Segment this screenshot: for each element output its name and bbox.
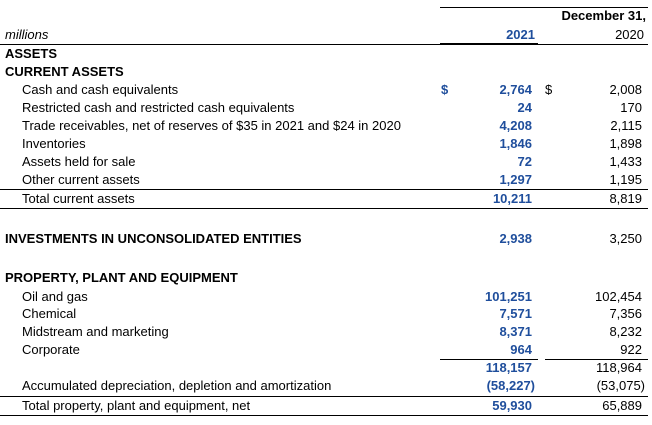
value-2021: 2,764 (499, 82, 532, 97)
row-label: Trade receivables, net of reserves of $3… (22, 118, 401, 133)
section-investments: INVESTMENTS IN UNCONSOLIDATED ENTITIES (5, 231, 302, 246)
value-2020: 118,964 (595, 360, 642, 375)
value-2020: 3,250 (609, 231, 642, 246)
row-label: Assets held for sale (22, 154, 136, 169)
header-rule (0, 44, 648, 45)
value-2021: 118,157 (485, 360, 532, 375)
value-2020: (53,075) (596, 378, 645, 393)
ppe-total-rule (0, 415, 648, 416)
top-rule (440, 7, 648, 8)
ppe-net-rule (0, 396, 648, 397)
section-ppe: PROPERTY, PLANT AND EQUIPMENT (5, 270, 238, 285)
value-2021: (58,227) (486, 378, 535, 393)
value-2021: 964 (510, 342, 532, 357)
value-2020: 2,008 (609, 82, 642, 97)
row-label: Chemical (22, 306, 77, 321)
value-2020: 922 (620, 342, 642, 357)
row-label: Oil and gas (22, 289, 88, 304)
value-2021: 72 (517, 154, 532, 169)
value-2021: 1,297 (499, 172, 532, 187)
value-2020: 102,454 (595, 289, 642, 304)
row-label: Accumulated depreciation, depletion and … (22, 378, 332, 393)
value-2021: 8,371 (499, 324, 532, 339)
row-label: Total property, plant and equipment, net (22, 398, 251, 413)
value-2021: 101,251 (485, 289, 532, 304)
row-label: Other current assets (22, 172, 140, 187)
value-2020: 1,195 (609, 172, 642, 187)
currency-2020: $ (545, 82, 553, 97)
value-2021: 7,571 (499, 306, 532, 321)
ppe-subtotal-rule-2020 (545, 359, 648, 360)
col-header-2021: 2021 (506, 27, 535, 42)
value-2020: 1,898 (609, 136, 642, 151)
value-2020: 170 (620, 100, 642, 115)
subtotal-rule (0, 189, 648, 190)
value-2021: 24 (517, 100, 532, 115)
value-2021: 1,846 (499, 136, 532, 151)
currency-2021: $ (441, 82, 449, 97)
value-2021: 59,930 (492, 398, 532, 413)
header-rule-2021 (440, 43, 538, 44)
total-rule (0, 208, 648, 209)
ppe-subtotal-rule-2021 (440, 359, 538, 360)
section-assets: ASSETS (5, 46, 58, 61)
value-2021: 2,938 (499, 231, 532, 246)
value-2020: 2,115 (610, 118, 642, 133)
units-label: millions (5, 27, 49, 42)
row-label: Cash and cash equivalents (22, 82, 179, 97)
value-2021: 4,208 (499, 118, 532, 133)
value-2020: 65,889 (602, 398, 642, 413)
row-label: Total current assets (22, 191, 135, 206)
period-label: December 31, (561, 8, 646, 23)
value-2021: 10,211 (492, 191, 532, 206)
value-2020: 8,819 (609, 191, 642, 206)
value-2020: 8,232 (609, 324, 642, 339)
col-header-2020: 2020 (615, 27, 644, 42)
row-label: Midstream and marketing (22, 324, 169, 339)
row-label: Restricted cash and restricted cash equi… (22, 100, 295, 115)
row-label: Inventories (22, 136, 86, 151)
row-label: Corporate (22, 342, 80, 357)
value-2020: 7,356 (609, 306, 642, 321)
value-2020: 1,433 (609, 154, 642, 169)
section-current-assets: CURRENT ASSETS (5, 64, 124, 79)
